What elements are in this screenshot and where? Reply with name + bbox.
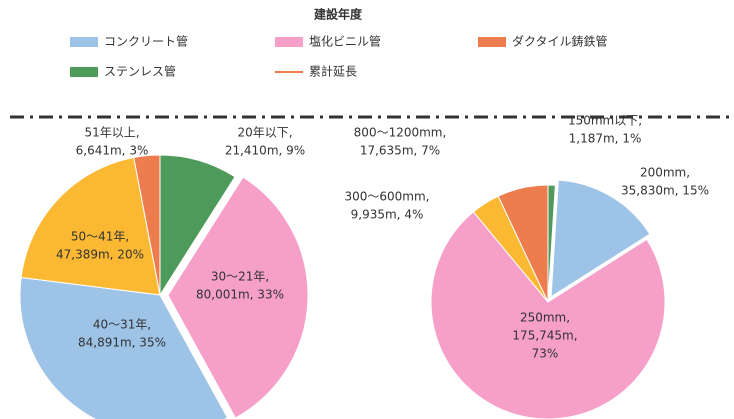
legend-swatch (70, 37, 98, 47)
slice-label: 300～600mm, (344, 190, 429, 204)
slice-label: 6,641m, 3% (76, 144, 149, 158)
legend-label: 塩化ビニル管 (309, 34, 381, 49)
slice-label: 21,410m, 9% (225, 144, 305, 158)
legend-swatch (478, 37, 506, 47)
pie-slice (133, 154, 161, 296)
slice-label: 800～1200mm, (354, 126, 447, 140)
legend-swatch (70, 67, 98, 77)
slice-label: 73% (532, 347, 559, 361)
slice-label: 17,635m, 7% (360, 144, 440, 158)
slice-label: 47,389m, 20% (56, 248, 144, 262)
slice-label: 1,187m, 1% (569, 132, 642, 146)
slice-label: 35,830m, 15% (621, 184, 709, 198)
pie-slice (430, 211, 666, 419)
pie-slice (550, 179, 651, 298)
slice-label: 150mm以下, (568, 114, 642, 128)
slice-label: 20年以下, (237, 126, 292, 140)
pie-slice (19, 276, 229, 419)
slice-label: 200mm, (640, 166, 690, 180)
legend-label: コンクリート管 (104, 34, 188, 49)
slice-label: 50～41年, (71, 230, 129, 244)
slice-label: 51年以上, (84, 126, 139, 140)
pie-slice (159, 154, 236, 297)
legend-label: ステンレス管 (104, 64, 176, 79)
legend-title: 建設年度 (313, 7, 363, 22)
pie-slice (497, 184, 549, 303)
legend-swatch (275, 37, 303, 47)
legend-label: ダクタイル鋳鉄管 (512, 34, 608, 49)
legend-label: 累計延長 (309, 64, 357, 79)
slice-label: 250mm, (520, 311, 570, 325)
slice-label: 9,935m, 4% (351, 208, 424, 222)
slice-label: 84,891m, 35% (78, 336, 166, 350)
slice-label: 175,745m, (512, 329, 577, 343)
pie-slice (167, 176, 309, 419)
slice-label: 40～31年, (93, 318, 151, 332)
pie-slice (20, 156, 161, 296)
slice-label: 80,001m, 33% (196, 288, 284, 302)
slice-label: 30～21年, (211, 270, 269, 284)
